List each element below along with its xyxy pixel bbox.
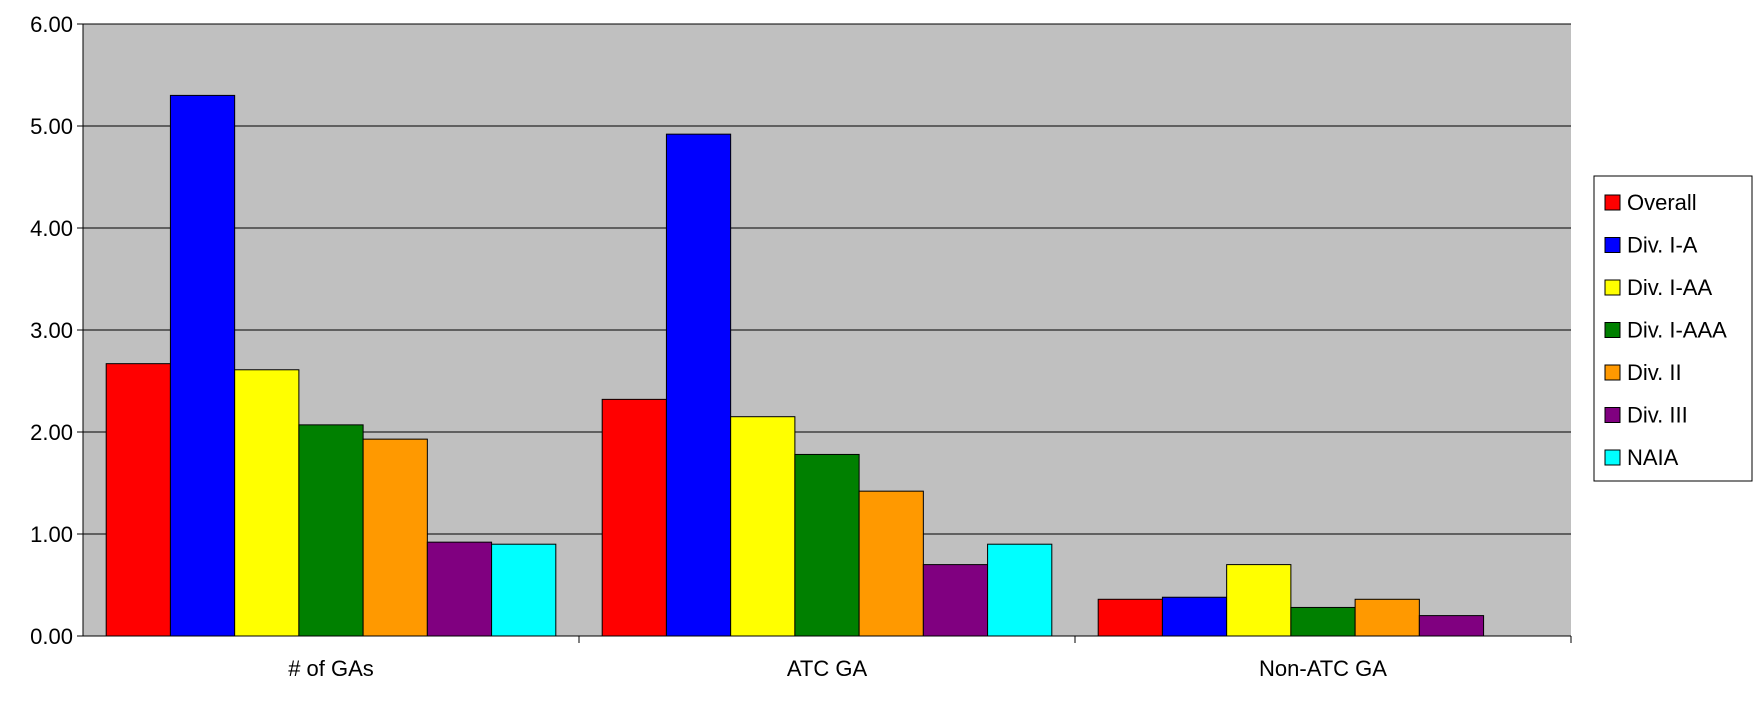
legend-label: Div. III bbox=[1627, 403, 1688, 428]
bar-div-i-aaa-1 bbox=[794, 453, 860, 637]
legend-swatch bbox=[1604, 407, 1621, 423]
bar-div-i-aa-2 bbox=[1226, 564, 1292, 637]
bar-div-i-aaa-2 bbox=[1290, 606, 1356, 637]
bar-div-ii-1 bbox=[858, 490, 924, 637]
bar-div-i-a-2 bbox=[1161, 596, 1228, 637]
bar-div-ii-0 bbox=[362, 438, 428, 637]
y-tick-label: 3.00 bbox=[30, 318, 73, 343]
legend-label: Div. I-A bbox=[1627, 233, 1698, 258]
bars bbox=[105, 94, 1485, 637]
legend-swatch bbox=[1604, 364, 1621, 381]
legend-label: Div. I-AA bbox=[1627, 275, 1712, 300]
legend-swatch bbox=[1604, 322, 1621, 338]
bar-div-i-aa-1 bbox=[730, 416, 796, 637]
bar-naia-1 bbox=[987, 543, 1053, 637]
bar-overall-2 bbox=[1097, 598, 1163, 637]
y-tick-label: 2.00 bbox=[30, 420, 73, 445]
bar-div-ii-2 bbox=[1354, 598, 1420, 637]
legend-swatch bbox=[1604, 194, 1621, 211]
bar-div-i-aa-0 bbox=[234, 369, 300, 637]
y-tick-label: 4.00 bbox=[30, 216, 73, 241]
y-tick-label: 1.00 bbox=[30, 522, 73, 547]
bar-div-iii-2 bbox=[1418, 615, 1485, 637]
x-axis-ticks: # of GAs ATC GA Non-ATC GA bbox=[288, 636, 1572, 681]
bar-div-iii-0 bbox=[426, 541, 493, 637]
y-axis-ticks: 0.00 1.00 2.00 3.00 4.00 5.00 6.00 bbox=[30, 12, 83, 649]
bar-div-i-a-0 bbox=[169, 94, 236, 637]
bar-naia-0 bbox=[491, 543, 557, 637]
legend-label: NAIA bbox=[1627, 445, 1679, 470]
legend-swatch bbox=[1604, 449, 1621, 466]
legend-swatch bbox=[1604, 237, 1621, 253]
y-tick-label: 6.00 bbox=[30, 12, 73, 37]
legend-label: Overall bbox=[1627, 190, 1697, 215]
bar-div-i-a-1 bbox=[665, 133, 732, 637]
y-tick-label: 5.00 bbox=[30, 114, 73, 139]
legend: Overall Div. I-A Div. I-AA Div. I-AAA Div. I… bbox=[1593, 175, 1753, 482]
bar-overall-0 bbox=[105, 363, 171, 637]
bar-overall-1 bbox=[601, 398, 667, 637]
bar-div-i-aaa-0 bbox=[298, 424, 364, 637]
legend-swatch bbox=[1604, 279, 1621, 296]
y-tick-label: 0.00 bbox=[30, 624, 73, 649]
bar-div-iii-1 bbox=[922, 564, 989, 637]
x-tick-label: # of GAs bbox=[288, 656, 374, 681]
legend-label: Div. I-AAA bbox=[1627, 318, 1727, 343]
x-tick-label: ATC GA bbox=[787, 656, 868, 681]
x-tick-label: Non-ATC GA bbox=[1259, 656, 1387, 681]
legend-label: Div. II bbox=[1627, 360, 1682, 385]
